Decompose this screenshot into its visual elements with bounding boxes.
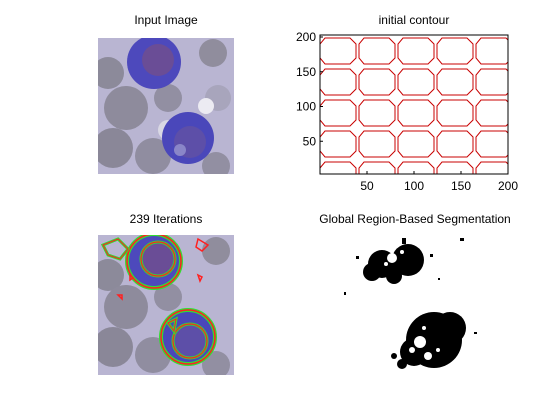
axis-ticks: 50 100 150 200 200 150 100 50: [296, 30, 518, 193]
y-tick-label: 100: [296, 100, 316, 114]
x-tick-label: 50: [360, 179, 374, 193]
axes-box: [319, 34, 509, 175]
input-image: [98, 38, 234, 174]
iterations-title: 239 Iterations: [129, 212, 203, 226]
initial-contour-plot: 50 100 150 200 200 150 100 50: [280, 30, 520, 195]
input-image-title: Input Image: [134, 13, 198, 27]
contour-grid: [319, 37, 509, 174]
segmentation-image: [342, 232, 490, 378]
x-tick-label: 200: [498, 179, 518, 193]
y-tick-label: 150: [296, 65, 316, 79]
x-tick-label: 100: [404, 179, 424, 193]
segmentation-title: Global Region-Based Segmentation: [319, 212, 511, 226]
iterations-image: [98, 235, 234, 375]
y-tick-label: 200: [296, 30, 316, 44]
initial-contour-title: initial contour: [378, 13, 450, 27]
x-tick-label: 150: [451, 179, 471, 193]
y-tick-label: 50: [303, 134, 317, 148]
